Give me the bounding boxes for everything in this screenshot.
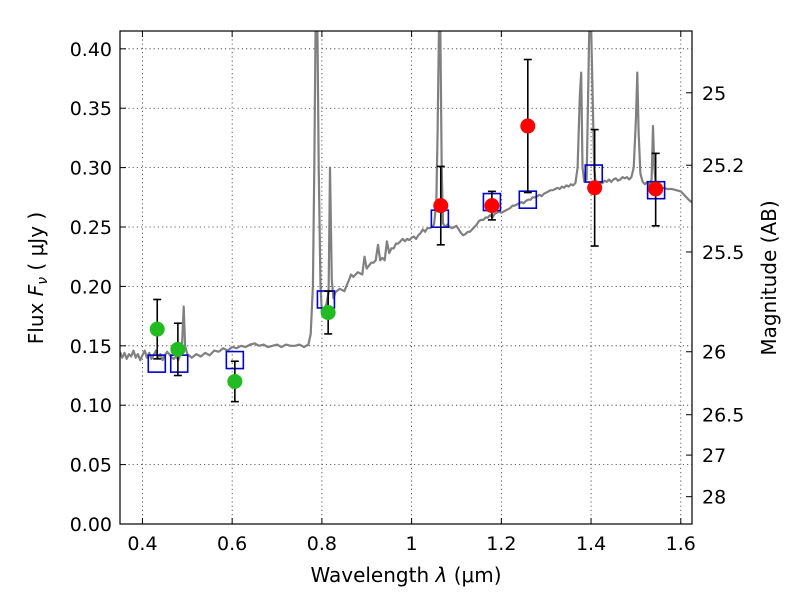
y-tick-label: 0.15 <box>70 336 112 358</box>
model-spectrum-line <box>120 31 692 362</box>
photometry-point <box>170 341 186 357</box>
y-tick-label: 0.25 <box>70 217 112 239</box>
x-tick-label: 1 <box>406 533 418 555</box>
right-tick-label: 26 <box>702 342 726 364</box>
photometry-point <box>520 118 536 134</box>
right-tick-label: 26.5 <box>702 405 744 427</box>
y-tick-label: 0.40 <box>70 39 112 61</box>
right-tick-labels: 25 25.2 25.5 26 26.5 27 28 <box>702 83 744 509</box>
plot-frame <box>119 30 693 525</box>
photometry-point <box>227 373 243 389</box>
photometry-point <box>587 180 603 196</box>
x-tick-label: 1.2 <box>486 533 516 555</box>
x-tick-labels: 0.4 0.6 0.8 1 1.2 1.4 1.6 <box>127 533 696 555</box>
y-tick-label: 0.05 <box>70 455 112 477</box>
y-axis-title: Flux Fν ( μJy ) <box>24 212 51 344</box>
photometry-points <box>149 58 664 403</box>
grid-lines <box>120 31 692 524</box>
right-axis-title: Magnitude (AB) <box>757 200 781 355</box>
y-tick-label: 0.35 <box>70 98 112 120</box>
y-tick-label: 0.30 <box>70 158 112 180</box>
photometry-point <box>433 198 449 214</box>
photometry-point <box>320 305 336 321</box>
model-band-squares <box>147 164 666 373</box>
y-tick-labels: 0.00 0.05 0.10 0.15 0.20 0.25 0.30 0.35 0.40 <box>70 39 112 536</box>
x-axis-title: Wavelength λ (μm) <box>310 563 501 587</box>
x-tick-label: 1.4 <box>576 533 606 555</box>
x-tick-label: 0.4 <box>127 533 157 555</box>
right-tick-label: 25.5 <box>702 242 744 264</box>
x-tick-label: 1.6 <box>666 533 696 555</box>
x-tick-label: 0.8 <box>307 533 337 555</box>
right-tick-label: 27 <box>702 445 726 467</box>
photometry-point <box>648 181 664 197</box>
right-tick-label: 25 <box>702 83 726 105</box>
right-tick-label: 25.2 <box>702 155 744 177</box>
x-tick-label: 0.6 <box>217 533 247 555</box>
y-tick-label: 0.10 <box>70 395 112 417</box>
photometry-point <box>149 321 165 337</box>
y-tick-label: 0.20 <box>70 276 112 298</box>
y-tick-label: 0.00 <box>70 514 112 536</box>
right-tick-label: 28 <box>702 487 726 509</box>
photometry-point <box>484 198 500 214</box>
axis-ticks <box>120 31 692 525</box>
